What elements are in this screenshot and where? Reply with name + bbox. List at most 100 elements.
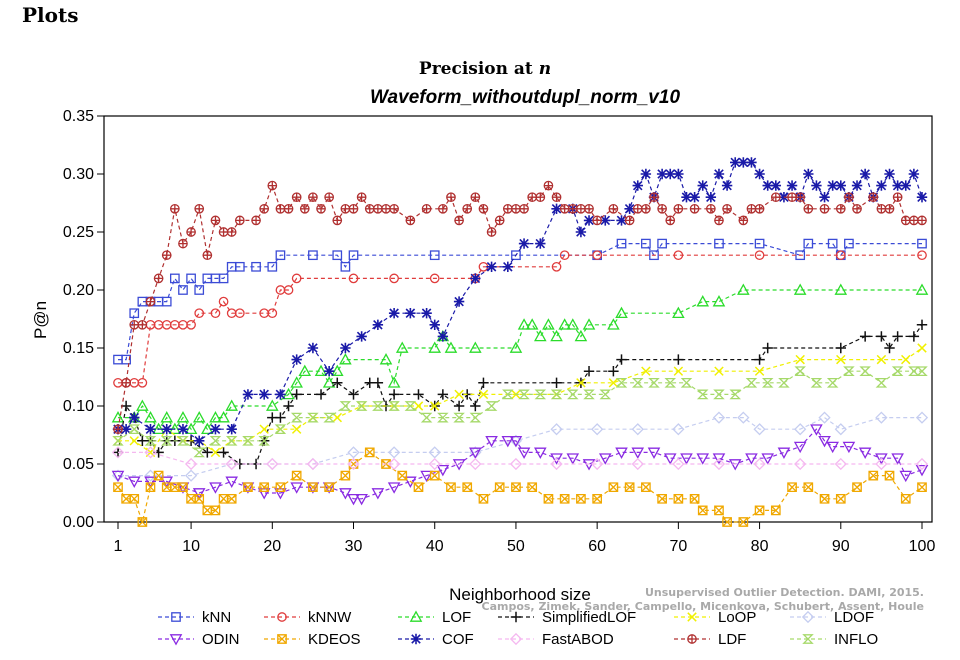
point-ldf bbox=[795, 192, 806, 203]
point-cof bbox=[689, 192, 700, 203]
point-knn bbox=[129, 308, 140, 319]
point-lof bbox=[558, 318, 571, 330]
point-odin bbox=[858, 447, 872, 459]
point-kdeos bbox=[819, 493, 830, 504]
series-line-ldf bbox=[117, 183, 922, 430]
point-cof bbox=[388, 308, 400, 319]
x-tick-label: 70 bbox=[669, 538, 687, 555]
point-kdeos bbox=[738, 517, 749, 527]
point-ldof bbox=[184, 469, 198, 482]
point-ldof bbox=[591, 423, 604, 436]
point-cof bbox=[705, 192, 717, 203]
point-lof bbox=[542, 318, 555, 330]
point-ldf bbox=[161, 250, 172, 261]
point-simplifiedlof bbox=[388, 389, 400, 400]
point-knnw bbox=[559, 250, 570, 261]
point-knn bbox=[194, 285, 205, 295]
point-lof bbox=[509, 341, 523, 353]
point-knn bbox=[275, 250, 286, 261]
point-kdeos bbox=[137, 517, 148, 527]
point-ldf bbox=[844, 192, 854, 203]
x-tick-label: 10 bbox=[182, 538, 200, 555]
point-cof bbox=[502, 261, 514, 272]
point-ldf bbox=[917, 215, 927, 226]
y-tick-label: 0.10 bbox=[63, 398, 94, 415]
point-knn bbox=[332, 250, 343, 261]
point-ldf bbox=[478, 203, 489, 214]
point-ldof bbox=[915, 411, 929, 424]
series-line-knnw bbox=[118, 254, 922, 384]
point-odin bbox=[225, 476, 238, 488]
series-lof bbox=[111, 283, 929, 435]
point-kdeos bbox=[754, 505, 765, 516]
point-cof bbox=[307, 342, 319, 354]
point-simplifiedlof bbox=[372, 377, 384, 388]
point-ldf bbox=[340, 203, 351, 214]
point-inflo bbox=[193, 447, 205, 458]
point-loop bbox=[917, 343, 927, 353]
point-kdeos bbox=[429, 470, 440, 481]
point-ldf bbox=[356, 192, 367, 203]
point-cof bbox=[518, 238, 530, 249]
point-knn bbox=[657, 238, 667, 249]
point-inflo bbox=[323, 412, 335, 423]
point-ldf bbox=[283, 203, 294, 214]
point-fastabod bbox=[144, 446, 157, 459]
point-cof bbox=[656, 168, 668, 180]
point-ldf bbox=[218, 227, 229, 237]
point-kdeos bbox=[592, 493, 603, 504]
point-odin bbox=[160, 476, 174, 488]
point-odin bbox=[793, 441, 807, 454]
point-fastabod bbox=[509, 457, 523, 471]
point-inflo bbox=[258, 435, 270, 446]
point-odin bbox=[404, 476, 417, 488]
point-simplifiedlof bbox=[470, 400, 481, 412]
point-loop bbox=[795, 354, 805, 365]
point-ldf bbox=[121, 377, 131, 388]
point-ldf bbox=[551, 192, 562, 203]
chart-subtitle: Waveform_withoutdupl_norm_v10 bbox=[370, 87, 680, 108]
point-ldf bbox=[689, 203, 700, 214]
point-simplifiedlof bbox=[616, 354, 627, 365]
point-knnw bbox=[210, 308, 221, 319]
point-simplifiedlof bbox=[283, 400, 294, 412]
series-fastabod bbox=[111, 446, 929, 471]
point-cof bbox=[356, 331, 367, 342]
point-ldf bbox=[405, 215, 416, 226]
point-knn bbox=[169, 273, 180, 284]
point-ldf bbox=[259, 203, 270, 214]
point-simplifiedlof bbox=[876, 331, 887, 342]
legend-item-fastabod: FastABOD bbox=[498, 631, 614, 648]
point-ldf bbox=[592, 215, 603, 226]
point-lof bbox=[217, 411, 230, 423]
point-knnw bbox=[186, 319, 196, 330]
point-kdeos bbox=[673, 493, 684, 504]
point-cof bbox=[786, 180, 798, 191]
point-lof bbox=[176, 411, 190, 423]
point-kdeos bbox=[397, 470, 408, 481]
legend-label: LOF bbox=[442, 609, 471, 626]
point-inflo bbox=[794, 366, 806, 377]
point-lof bbox=[672, 306, 685, 319]
point-ldf bbox=[787, 192, 797, 203]
point-fastabod bbox=[915, 457, 929, 471]
point-lof bbox=[534, 329, 547, 342]
point-fastabod bbox=[753, 457, 766, 471]
plot-frame bbox=[103, 115, 933, 523]
point-ldf bbox=[649, 192, 659, 203]
point-knn bbox=[251, 261, 261, 272]
point-lof bbox=[712, 295, 726, 307]
point-kdeos bbox=[153, 470, 164, 481]
point-cof bbox=[892, 180, 903, 191]
point-odin bbox=[257, 488, 271, 500]
point-ldf bbox=[608, 203, 619, 214]
point-cof bbox=[583, 215, 595, 226]
point-cof bbox=[145, 424, 156, 435]
point-knn bbox=[511, 250, 521, 261]
point-lof bbox=[387, 376, 401, 388]
point-loop bbox=[413, 401, 424, 411]
legend-label: INFLO bbox=[834, 631, 878, 648]
point-simplifiedlof bbox=[315, 389, 327, 400]
series-ldf bbox=[113, 180, 927, 435]
